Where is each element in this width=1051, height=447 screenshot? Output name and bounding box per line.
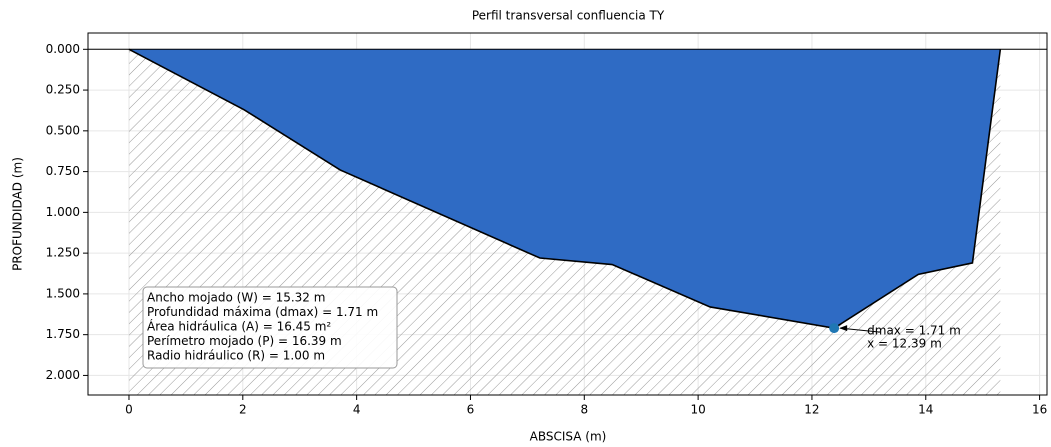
y-axis-label: PROFUNDIDAD (m)	[11, 157, 25, 271]
x-tick-label: 8	[580, 403, 588, 417]
y-tick-label: 0.000	[46, 42, 80, 56]
x-tick-label: 6	[467, 403, 475, 417]
y-tick-label: 1.000	[46, 205, 80, 219]
x-tick-label: 12	[804, 403, 819, 417]
y-tick-label: 2.000	[46, 368, 80, 382]
x-tick-label: 2	[239, 403, 247, 417]
y-tick-label: 0.500	[46, 123, 80, 137]
y-tick-label: 0.250	[46, 83, 80, 97]
x-tick-label: 10	[690, 403, 705, 417]
x-tick-label: 4	[353, 403, 361, 417]
chart-title: Perfil transversal confluencia TY	[472, 9, 665, 23]
info-box	[142, 286, 398, 369]
y-tick-label: 0.750	[46, 164, 80, 178]
info-text: Área hidráulica (A) = 16.45 m²	[147, 319, 331, 334]
water-area	[128, 49, 1001, 329]
x-tick-label: 16	[1032, 403, 1047, 417]
info-text: Perímetro mojado (P) = 16.39 m	[147, 334, 342, 348]
arrow-head	[839, 325, 848, 332]
y-tick-label: 1.250	[46, 246, 80, 260]
x-tick-label: 14	[918, 403, 933, 417]
profile-line	[128, 48, 1002, 329]
axes-frame	[87, 32, 1048, 396]
x-tick-label: 0	[125, 403, 133, 417]
y-tick-label: 1.500	[46, 286, 80, 300]
max-point	[829, 323, 840, 334]
x-axis-label: ABSCISA (m)	[530, 430, 607, 444]
y-tick-label: 1.750	[46, 327, 80, 341]
info-text: Profundidad máxima (dmax) = 1.71 m	[147, 305, 378, 319]
annotation-text: dmax = 1.71 m	[867, 324, 961, 338]
info-text: Ancho mojado (W) = 15.32 m	[147, 291, 325, 305]
annotation-text: x = 12.39 m	[867, 337, 942, 351]
info-text: Radio hidráulico (R) = 1.00 m	[147, 349, 325, 363]
